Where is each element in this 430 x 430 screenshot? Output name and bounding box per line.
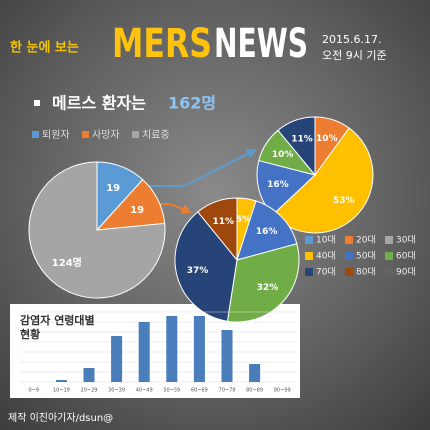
legend-swatch xyxy=(385,236,393,244)
x-tick-label: 50~59 xyxy=(163,388,180,394)
x-tick-label: 0~9 xyxy=(29,388,40,394)
title-mers: MERS xyxy=(112,21,212,67)
headline-count: 162명 xyxy=(168,94,216,113)
x-tick-label: 10~19 xyxy=(53,388,70,394)
pie-slice xyxy=(272,127,374,234)
legend-label: 치료중 xyxy=(142,129,170,141)
data-label: 5% xyxy=(236,215,251,225)
legend-label: 70대 xyxy=(316,267,336,278)
legend-label: 50대 xyxy=(356,251,376,262)
data-label: 19 xyxy=(106,183,120,194)
x-tick-label: 20~29 xyxy=(81,388,98,394)
legend-swatch xyxy=(385,268,393,276)
headline: 메르스 환자는 xyxy=(52,94,146,113)
legend-label: 30대 xyxy=(396,235,416,246)
legend-label: 60대 xyxy=(396,251,416,262)
data-label: 32% xyxy=(257,283,279,293)
date: 2015.6.17. xyxy=(322,33,381,46)
pie-slice xyxy=(28,161,166,299)
tagline: 한 눈에 보는 xyxy=(10,40,79,56)
bar xyxy=(193,316,205,382)
data-label: 53% xyxy=(333,196,355,206)
legend-label: 90대 xyxy=(396,267,416,278)
pie-slice xyxy=(277,116,316,177)
legend-label: 사망자 xyxy=(92,129,120,141)
legend-swatch xyxy=(305,252,313,260)
legend-label: 80대 xyxy=(356,267,376,278)
data-label: 11% xyxy=(291,134,313,144)
legend-swatch xyxy=(385,252,393,260)
data-label: 19 xyxy=(130,205,144,216)
data-label: 10% xyxy=(316,134,338,144)
pie-slice xyxy=(236,200,298,261)
x-tick-label: 60~69 xyxy=(191,388,208,394)
x-tick-label: 70~79 xyxy=(219,388,236,394)
legend-label: 40대 xyxy=(316,251,336,262)
time: 오전 9시 기준 xyxy=(322,49,387,62)
data-label: 16% xyxy=(267,180,289,190)
bar-title: 감염자 연령대별 현황 xyxy=(20,314,95,341)
legend-swatch xyxy=(305,236,313,244)
legend-swatch xyxy=(305,268,313,276)
legend-label: 10대 xyxy=(316,235,336,246)
bar xyxy=(221,330,233,382)
x-tick-label: 30~39 xyxy=(108,388,125,394)
data-label: 124명 xyxy=(52,256,82,269)
bullet xyxy=(34,100,40,106)
x-tick-label: 80~89 xyxy=(246,388,263,394)
bar xyxy=(111,336,123,382)
legend-swatch xyxy=(345,236,353,244)
legend-swatch xyxy=(345,268,353,276)
footer: 제작 이진아기자/dsun@ xyxy=(8,412,113,424)
legend-label: 퇴원자 xyxy=(42,129,70,141)
data-label: 37% xyxy=(187,266,209,276)
x-tick-label: 40~49 xyxy=(136,388,153,394)
data-label: 10% xyxy=(272,150,294,160)
legend-swatch xyxy=(82,131,89,138)
bar xyxy=(83,368,95,382)
data-label: 16% xyxy=(256,227,278,237)
bar xyxy=(249,364,261,382)
legend-label: 20대 xyxy=(356,235,376,246)
x-tick-label: 90~99 xyxy=(274,388,291,394)
bar xyxy=(138,322,150,382)
data-label: 11% xyxy=(212,217,234,227)
bar xyxy=(166,316,178,382)
title-news: NEWS xyxy=(214,21,308,67)
legend-swatch xyxy=(132,131,139,138)
pie-slice xyxy=(174,211,238,322)
bar xyxy=(55,380,67,382)
legend-swatch xyxy=(32,131,39,138)
pie-slice xyxy=(197,197,238,262)
legend-swatch xyxy=(345,252,353,260)
